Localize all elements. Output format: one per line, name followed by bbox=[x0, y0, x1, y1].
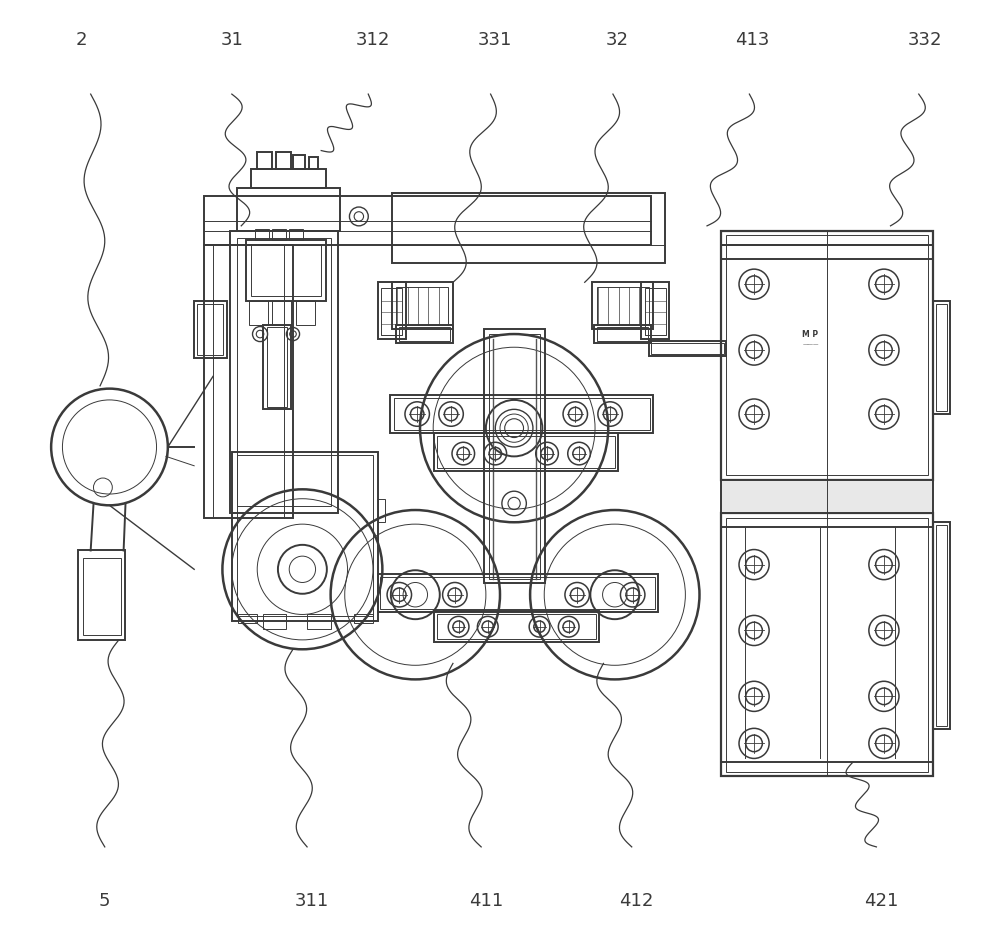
Bar bbox=[263, 614, 286, 629]
Bar bbox=[434, 611, 599, 642]
Bar bbox=[592, 282, 653, 329]
Bar bbox=[272, 229, 286, 240]
Bar bbox=[396, 287, 448, 325]
Bar bbox=[197, 304, 223, 355]
Bar bbox=[78, 550, 125, 640]
Bar bbox=[378, 574, 658, 612]
Bar bbox=[933, 301, 950, 414]
Bar bbox=[257, 152, 272, 169]
Bar bbox=[721, 513, 933, 527]
Bar bbox=[272, 301, 291, 325]
Bar bbox=[276, 152, 291, 169]
Bar bbox=[936, 304, 947, 411]
Bar bbox=[238, 614, 257, 623]
Bar bbox=[289, 229, 303, 240]
Text: 312: 312 bbox=[356, 30, 390, 49]
Text: M P: M P bbox=[802, 329, 819, 339]
Bar bbox=[194, 301, 227, 358]
Bar bbox=[396, 325, 453, 343]
Text: 31: 31 bbox=[220, 30, 243, 49]
Bar bbox=[293, 155, 305, 169]
Text: 2: 2 bbox=[76, 30, 87, 49]
Text: 413: 413 bbox=[735, 30, 769, 49]
Bar bbox=[649, 341, 726, 356]
Bar bbox=[933, 522, 950, 729]
Bar bbox=[204, 196, 651, 245]
Bar bbox=[249, 301, 268, 325]
Bar bbox=[434, 433, 618, 470]
Bar bbox=[354, 614, 373, 623]
Bar bbox=[399, 327, 450, 341]
Bar bbox=[296, 301, 315, 325]
Text: 5: 5 bbox=[99, 892, 111, 911]
Text: 421: 421 bbox=[864, 892, 898, 911]
Bar bbox=[251, 245, 321, 296]
Bar bbox=[651, 343, 724, 354]
Bar bbox=[641, 282, 669, 339]
Bar bbox=[721, 231, 933, 245]
Bar bbox=[251, 169, 326, 188]
Bar bbox=[307, 614, 331, 629]
Bar bbox=[594, 325, 651, 343]
Bar bbox=[255, 229, 269, 240]
Bar bbox=[237, 455, 373, 616]
Bar bbox=[237, 188, 340, 231]
Bar bbox=[489, 334, 540, 579]
Text: 311: 311 bbox=[295, 892, 329, 911]
Bar bbox=[936, 525, 947, 726]
Bar bbox=[378, 282, 406, 339]
Bar bbox=[726, 235, 928, 475]
Bar bbox=[721, 231, 933, 480]
Text: 331: 331 bbox=[478, 30, 512, 49]
Bar bbox=[437, 614, 596, 639]
Text: 411: 411 bbox=[469, 892, 503, 911]
Bar bbox=[392, 193, 665, 263]
Bar bbox=[246, 240, 326, 301]
Bar bbox=[721, 480, 933, 513]
Bar bbox=[597, 287, 649, 325]
Bar bbox=[392, 282, 453, 329]
Bar bbox=[378, 499, 385, 522]
Bar bbox=[381, 288, 402, 335]
Bar bbox=[390, 395, 653, 433]
Bar bbox=[437, 436, 615, 468]
Bar bbox=[309, 157, 318, 169]
Bar bbox=[267, 327, 287, 407]
Bar bbox=[83, 558, 121, 635]
Bar bbox=[726, 518, 928, 772]
Bar bbox=[230, 231, 338, 513]
Bar bbox=[237, 238, 331, 506]
Bar bbox=[645, 288, 666, 335]
Bar bbox=[263, 325, 291, 409]
Text: 412: 412 bbox=[619, 892, 654, 911]
Bar bbox=[484, 329, 545, 583]
Bar bbox=[721, 513, 933, 776]
Bar bbox=[204, 245, 293, 518]
Bar bbox=[721, 762, 933, 776]
Text: ———: ——— bbox=[802, 342, 819, 347]
Bar bbox=[380, 577, 655, 609]
Bar bbox=[232, 452, 378, 621]
Bar bbox=[721, 245, 933, 259]
Bar bbox=[597, 327, 648, 341]
Bar bbox=[394, 398, 650, 430]
Text: 32: 32 bbox=[606, 30, 629, 49]
Text: 332: 332 bbox=[908, 30, 943, 49]
